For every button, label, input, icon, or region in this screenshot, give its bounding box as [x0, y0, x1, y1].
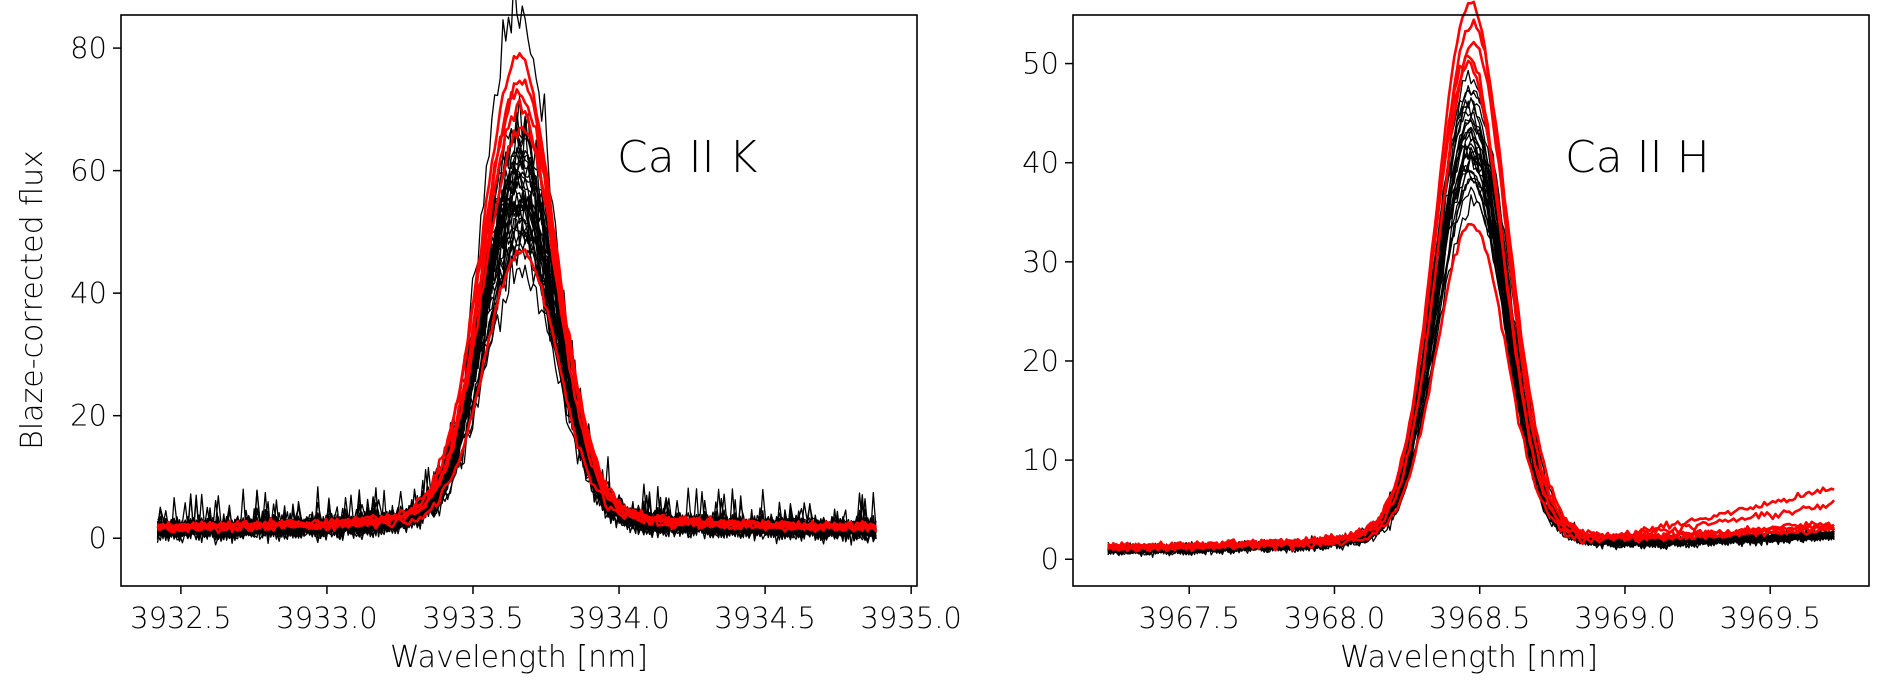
ca-ii-h-xlabel: Wavelength [nm] — [1340, 640, 1598, 675]
black-spectrum-line — [1107, 154, 1835, 555]
black-spectrum-line — [1107, 89, 1835, 556]
black-spectrum-line — [1107, 128, 1835, 555]
black-spectrum-line — [1107, 120, 1835, 557]
red-spectrum-line — [156, 248, 877, 534]
black-spectrum-line — [1107, 126, 1835, 555]
ca-ii-h-annotation: Ca II H — [1565, 132, 1710, 183]
ca-ii-k-panel: 3932.5 3933.0 3933.5 3934.0 3934.5 3935.0 0 20… — [15, 0, 962, 675]
y-tick-label: 50 — [1022, 47, 1059, 81]
ca-ii-h-curves — [1107, 0, 1836, 558]
ca-ii-k-yticks: 0 20 40 60 80 — [70, 31, 121, 555]
red-spectrum-line — [1107, 0, 1835, 552]
ca-ii-k-axes-frame — [120, 14, 918, 587]
black-spectrum-line — [1107, 178, 1835, 557]
black-spectrum-line — [1107, 100, 1835, 554]
black-spectrum-line — [1107, 127, 1835, 557]
black-spectrum-line — [157, 138, 877, 541]
x-tick-label: 3932.5 — [130, 601, 231, 635]
red-spectrum-line — [1107, 222, 1835, 552]
black-spectrum-line — [1107, 119, 1835, 554]
y-tick-label: 0 — [1041, 542, 1059, 576]
black-spectrum-line — [1107, 98, 1835, 555]
x-tick-label: 3933.5 — [422, 601, 523, 635]
y-tick-label: 80 — [70, 31, 107, 65]
ca-ii-h-xticks: 3967.5 3968.0 3968.5 3969.0 3969.5 — [1138, 586, 1821, 635]
black-spectrum-line — [1107, 194, 1835, 556]
y-tick-label: 20 — [70, 399, 107, 433]
x-tick-label: 3934.5 — [714, 601, 815, 635]
black-spectrum-line — [1107, 145, 1835, 555]
black-spectrum-line — [1107, 153, 1835, 558]
black-spectrum-line — [156, 160, 877, 543]
x-tick-label: 3968.5 — [1429, 601, 1530, 635]
y-tick-label: 10 — [1022, 443, 1059, 477]
black-spectrum-line — [157, 128, 877, 540]
y-tick-label: 30 — [1022, 245, 1059, 279]
black-spectrum-line — [1107, 167, 1835, 556]
x-tick-label: 3933.0 — [276, 601, 377, 635]
ca-ii-h-panel: 3967.5 3968.0 3968.5 3969.0 3969.5 0 10 20 30 40… — [1022, 0, 1870, 675]
red-spectrum-line — [1107, 18, 1836, 553]
black-spectrum-line — [156, 194, 877, 541]
x-tick-label: 3934.0 — [568, 601, 669, 635]
black-spectrum-line — [156, 96, 877, 541]
ca-ii-k-curves — [156, 0, 878, 546]
x-tick-label: 3969.5 — [1719, 601, 1820, 635]
black-spectrum-line — [156, 196, 877, 545]
black-spectrum-line — [1107, 170, 1835, 556]
x-tick-label: 3968.0 — [1284, 601, 1385, 635]
red-spectrum-line — [1107, 59, 1836, 553]
ca-ii-h-yticks: 0 10 20 30 40 50 — [1022, 47, 1073, 576]
x-tick-label: 3935.0 — [860, 601, 961, 635]
y-tick-label: 40 — [70, 276, 107, 310]
x-tick-label: 3969.0 — [1574, 601, 1675, 635]
black-spectrum-line — [157, 177, 877, 542]
x-tick-label: 3967.5 — [1138, 601, 1239, 635]
black-spectrum-line — [1107, 170, 1835, 555]
black-spectrum-line — [1107, 138, 1835, 556]
y-tick-label: 60 — [70, 154, 107, 188]
ca-ii-k-xticks: 3932.5 3933.0 3933.5 3934.0 3934.5 3935.0 — [130, 586, 962, 635]
black-spectrum-line — [1107, 116, 1835, 555]
y-tick-label: 40 — [1022, 146, 1059, 180]
black-spectrum-line — [1107, 151, 1835, 556]
black-spectrum-line — [1107, 176, 1835, 556]
ca-ii-k-xlabel: Wavelength [nm] — [390, 640, 648, 675]
black-spectrum-line — [1107, 97, 1835, 555]
y-tick-label: 20 — [1022, 344, 1059, 378]
black-spectrum-line — [1107, 143, 1835, 557]
black-spectrum-line — [1107, 186, 1835, 556]
ca-ii-h-axes-frame — [1072, 14, 1870, 587]
ylabel: Blaze-corrected flux — [15, 150, 50, 450]
black-spectrum-line — [156, 196, 877, 544]
black-spectrum-line — [1107, 156, 1835, 555]
black-spectrum-line — [1107, 146, 1835, 555]
ca-ii-k-annotation: Ca II K — [617, 132, 758, 183]
black-spectrum-line — [1107, 143, 1835, 556]
y-tick-label: 0 — [89, 521, 107, 555]
red-spectrum-line — [156, 52, 878, 532]
black-spectrum-line — [1107, 69, 1835, 556]
